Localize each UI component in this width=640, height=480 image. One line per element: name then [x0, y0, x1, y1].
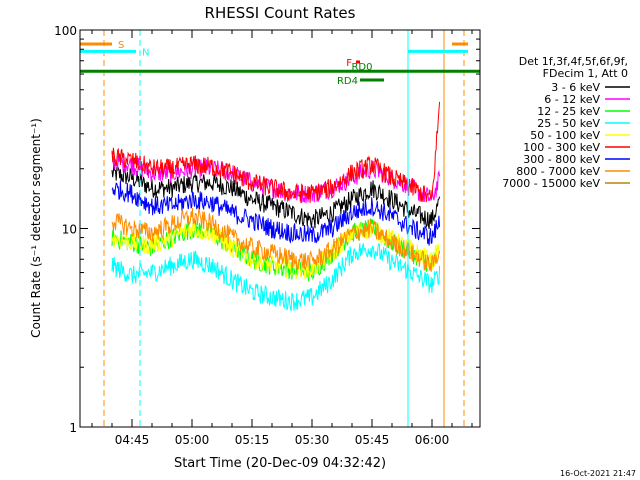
series-line-7	[111, 207, 441, 272]
x-tick-label-4: 05:45	[355, 433, 390, 447]
series-line-6	[111, 180, 441, 246]
x-tick-label-1: 05:00	[175, 433, 210, 447]
flag-label-6: RD4	[337, 76, 358, 87]
flag-label-5: RD0	[351, 62, 372, 73]
legend: Det 1f,3f,4f,5f,6f,9f,FDecim 1, Att 03 -…	[502, 55, 630, 190]
legend-header-0: Det 1f,3f,4f,5f,6f,9f,	[519, 55, 628, 68]
annotation-bars: S N F RD0 RD4	[80, 30, 480, 427]
legend-label-7: 800 - 7000 keV	[516, 165, 600, 178]
legend-label-3: 25 - 50 keV	[537, 117, 600, 130]
legend-label-5: 100 - 300 keV	[523, 141, 600, 154]
x-tick-label-3: 05:30	[295, 433, 330, 447]
chart-title: RHESSI Count Rates	[205, 4, 356, 22]
data-curves	[111, 101, 441, 312]
y-axis: 1 10 100	[54, 24, 480, 435]
x-axis-label: Start Time (20-Dec-09 04:32:42)	[174, 456, 386, 471]
y-axis-label: Count Rate (s⁻¹ detector segment⁻¹)	[29, 118, 43, 338]
legend-header-1: FDecim 1, Att 0	[543, 67, 628, 80]
series-line-3	[111, 243, 441, 312]
legend-label-8: 7000 - 15000 keV	[502, 177, 600, 190]
flag-label-0: S	[118, 40, 124, 51]
legend-label-2: 12 - 25 keV	[537, 105, 600, 118]
legend-label-4: 50 - 100 keV	[530, 129, 600, 142]
flag-label-2: N	[142, 47, 149, 58]
y-tick-label-0: 1	[69, 421, 77, 435]
series-line-5	[111, 101, 441, 204]
y-tick-label-1: 10	[62, 223, 77, 237]
x-tick-label-0: 04:45	[115, 433, 150, 447]
legend-label-0: 3 - 6 keV	[551, 81, 600, 94]
legend-label-6: 300 - 800 keV	[523, 153, 600, 166]
x-tick-label-5: 06:00	[415, 433, 450, 447]
flag-label-4: F	[346, 58, 352, 69]
y-tick-label-2: 100	[54, 24, 77, 38]
x-tick-label-2: 05:15	[235, 433, 270, 447]
series-line-0	[111, 163, 441, 230]
x-axis: 04:45 05:00 05:15 05:30 05:45 06:00	[91, 30, 473, 447]
footer-timestamp: 16-Oct-2021 21:47	[560, 469, 636, 478]
legend-label-1: 6 - 12 keV	[544, 93, 600, 106]
